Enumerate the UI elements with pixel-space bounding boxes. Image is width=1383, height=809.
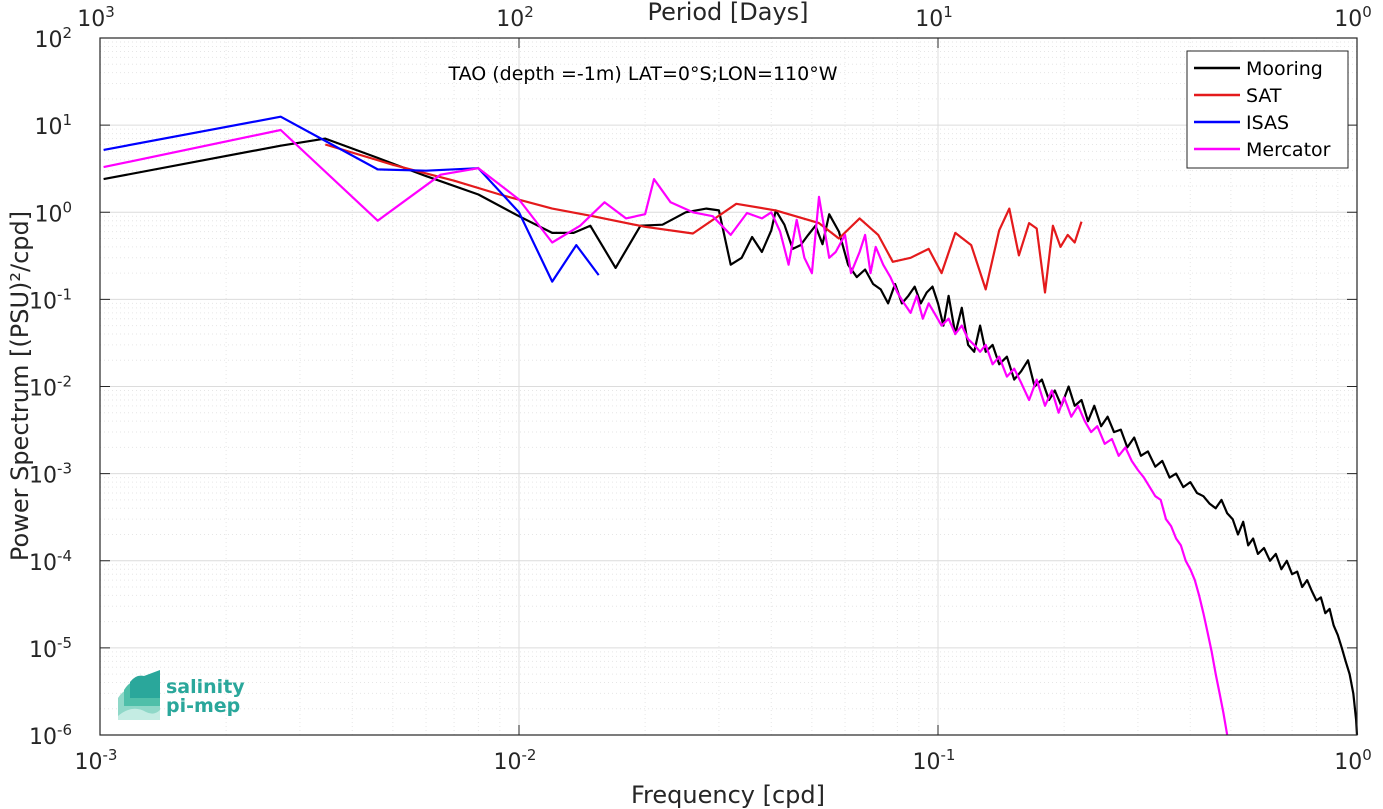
y-tick-label: 10-4 — [29, 547, 72, 576]
x-tick-label: 10-1 — [913, 746, 956, 775]
y-tick-label: 10-1 — [29, 285, 72, 314]
series-line-mooring — [103, 137, 1359, 736]
legend-label-mooring: Mooring — [1246, 58, 1323, 80]
series-line-mercator — [103, 128, 1229, 736]
legend-label-isas: ISAS — [1246, 112, 1289, 134]
top-axis-title: Period [Days] — [647, 0, 808, 26]
y-tick-label: 10-5 — [29, 634, 72, 663]
logo-text-salinity: salinity — [166, 676, 245, 698]
wave-logo-icon — [118, 670, 160, 720]
salinity-pi-mep-logo: salinity pi-mep — [118, 670, 245, 720]
y-tick-label: 102 — [34, 24, 72, 53]
axis-ticks — [99, 37, 1358, 736]
series-line-sat — [324, 143, 1083, 294]
x-tick-label: 10-2 — [494, 746, 537, 775]
chart-annotation: TAO (depth =-1m) LAT=0°S;LON=110°W — [447, 63, 837, 85]
logo-text-pi-mep: pi-mep — [166, 695, 240, 717]
x2-tick-label: 102 — [496, 3, 534, 32]
y-axis-title: Power Spectrum [(PSU)²/cpd] — [6, 211, 34, 561]
legend-label-sat: SAT — [1246, 85, 1282, 107]
y-tick-label: 101 — [34, 111, 72, 140]
y-tick-label: 10-6 — [29, 721, 72, 750]
legend-label-mercator: Mercator — [1246, 139, 1331, 161]
y-tick-label: 10-2 — [29, 373, 72, 402]
legend: Mooring SAT ISAS Mercator — [1186, 50, 1349, 169]
x-tick-label: 100 — [1334, 746, 1372, 775]
y-tick-label: 10-3 — [29, 460, 72, 489]
x-axis-title: Frequency [cpd] — [631, 781, 825, 809]
series-lines — [103, 115, 1359, 736]
x2-tick-label: 100 — [1334, 3, 1372, 32]
x2-tick-label: 101 — [915, 3, 953, 32]
x-tick-label: 10-3 — [75, 746, 118, 775]
x2-tick-label: 103 — [77, 3, 115, 32]
y-tick-label: 100 — [34, 198, 72, 227]
